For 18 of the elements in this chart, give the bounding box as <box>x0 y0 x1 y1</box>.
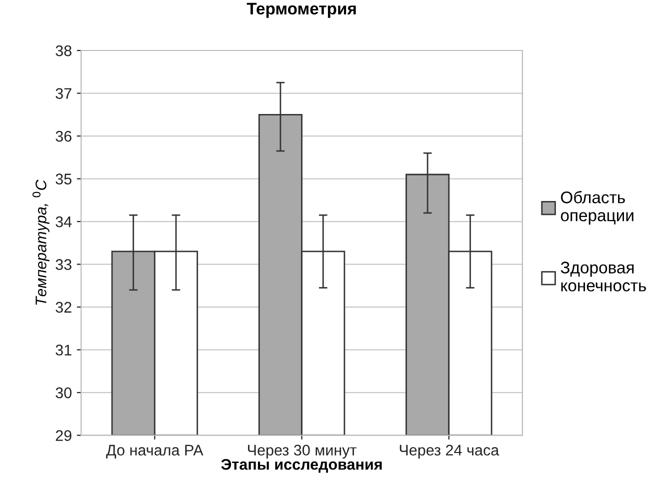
y-tick-label: 38 <box>56 45 72 56</box>
y-tick-label: 32 <box>56 302 72 313</box>
legend-label: Здоровая конечность <box>560 262 646 292</box>
y-tick-label: 34 <box>56 216 72 228</box>
y-tick-label: 29 <box>56 430 72 441</box>
chart-title: Термометрия <box>246 2 356 18</box>
y-tick-label: 36 <box>56 130 72 142</box>
y-tick-label: 30 <box>56 387 72 398</box>
y-tick-label: 31 <box>56 344 72 356</box>
x-tick-label: До начала РА <box>106 444 204 458</box>
y-tick-label: 33 <box>56 259 72 270</box>
y-tick-label: 35 <box>56 174 72 184</box>
y-axis-title: Температура, $^{0}$C <box>32 180 50 305</box>
legend-label: Область операции <box>560 190 634 225</box>
x-tick-label: Через 30 минут <box>248 444 356 459</box>
x-tick-label: Через 24 часа <box>400 444 500 459</box>
x-axis-title: Этапы исследования <box>221 458 382 473</box>
y-tick-label: 37 <box>56 88 72 99</box>
